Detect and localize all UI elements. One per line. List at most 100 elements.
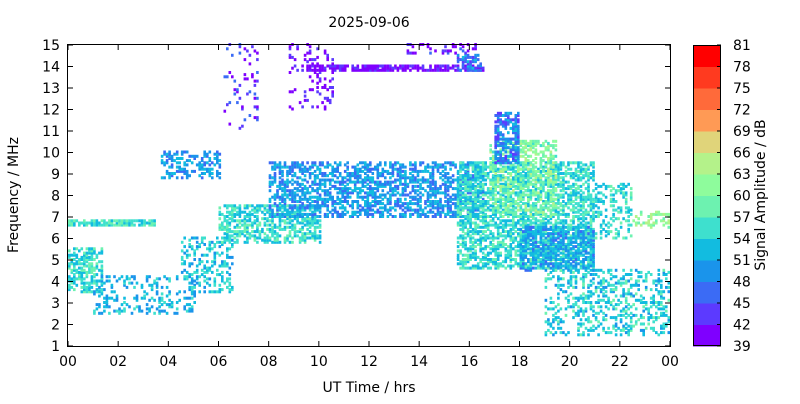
data-point: [464, 215, 467, 218]
data-point: [559, 167, 563, 171]
data-point: [416, 210, 420, 214]
data-point: [517, 187, 520, 191]
data-point: [331, 174, 334, 178]
data-point: [529, 258, 533, 261]
data-point: [426, 191, 430, 195]
data-point: [489, 258, 492, 261]
data-point: [491, 159, 495, 163]
data-point: [429, 182, 432, 186]
data-point: [517, 208, 520, 212]
data-point: [491, 193, 495, 197]
data-point: [303, 219, 307, 223]
data-point: [592, 176, 595, 180]
data-point: [572, 208, 575, 212]
data-point: [574, 161, 578, 165]
data-point: [519, 253, 523, 257]
data-point: [379, 202, 382, 206]
data-point: [567, 167, 570, 171]
data-point: [464, 53, 467, 57]
data-point: [527, 266, 530, 270]
data-point: [534, 266, 538, 270]
data-point: [547, 258, 550, 261]
data-point: [444, 191, 447, 195]
data-point: [514, 221, 518, 225]
data-point: [110, 219, 114, 223]
data-point: [216, 157, 219, 160]
data-point: [160, 285, 164, 289]
data-point: [509, 258, 513, 261]
data-point: [381, 182, 385, 186]
data-point: [444, 161, 447, 165]
data-point: [238, 212, 242, 216]
data-point: [231, 215, 234, 218]
data-point: [416, 184, 420, 188]
data-point: [258, 236, 262, 240]
data-point: [512, 154, 515, 158]
data-point: [471, 206, 475, 210]
data-point: [231, 234, 234, 238]
data-point: [291, 219, 294, 223]
data-point: [486, 258, 490, 261]
data-point: [311, 161, 314, 165]
data-point: [374, 195, 377, 199]
data-point: [83, 285, 86, 289]
data-point: [461, 262, 465, 266]
data-point: [313, 180, 317, 184]
data-point: [562, 189, 565, 193]
data-point: [223, 204, 227, 208]
data-point: [519, 217, 523, 221]
data-point: [283, 212, 287, 216]
data-point: [574, 182, 578, 186]
data-point: [341, 64, 344, 68]
data-point: [148, 309, 151, 313]
data-point: [85, 290, 89, 294]
data-point: [539, 219, 543, 223]
data-point: [313, 210, 317, 214]
data-point: [211, 176, 214, 180]
data-point: [243, 204, 247, 208]
data-point: [494, 120, 497, 124]
data-point: [291, 165, 294, 169]
data-point: [572, 200, 575, 203]
data-point: [474, 251, 477, 255]
data-point: [258, 204, 262, 208]
data-point: [486, 227, 490, 231]
data-point: [356, 174, 360, 178]
data-point: [474, 66, 477, 70]
data-point: [592, 202, 595, 206]
data-point: [160, 309, 164, 313]
data-point: [386, 169, 390, 173]
data-point: [384, 169, 387, 173]
data-point: [381, 66, 385, 70]
data-point: [504, 118, 508, 122]
data-point: [421, 208, 425, 212]
data-point: [291, 223, 294, 227]
data-point: [185, 172, 189, 175]
data-point: [532, 146, 535, 150]
data-point: [559, 208, 563, 212]
data-point: [246, 236, 249, 240]
data-point: [175, 161, 179, 165]
data-point: [529, 253, 533, 257]
data-point: [527, 225, 530, 229]
data-point: [479, 215, 482, 218]
data-point: [303, 217, 307, 221]
data-point: [273, 223, 277, 227]
data-point: [504, 189, 508, 193]
data-point: [501, 227, 505, 231]
data-point: [481, 178, 485, 182]
data-point: [419, 195, 422, 199]
data-point: [396, 202, 400, 206]
data-point: [366, 66, 370, 70]
data-point: [537, 266, 540, 270]
data-point: [261, 210, 264, 214]
data-point: [429, 187, 432, 191]
data-point: [517, 253, 520, 257]
data-point: [313, 236, 317, 240]
data-point: [504, 249, 508, 253]
data-point: [476, 172, 480, 175]
data-point: [253, 219, 257, 223]
data-point: [313, 66, 317, 70]
data-point: [409, 178, 412, 182]
data-point: [547, 191, 550, 195]
